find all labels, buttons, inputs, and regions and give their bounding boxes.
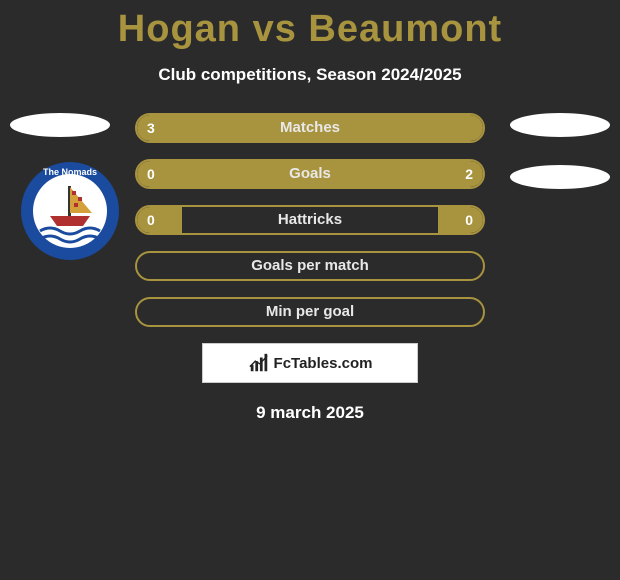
stat-label: Matches xyxy=(137,115,483,141)
stat-label: Hattricks xyxy=(137,207,483,233)
stat-bars: 3Matches 02Goals 00Hattricks Goals per matc… xyxy=(135,113,485,327)
footer-brand-text: FcTables.com xyxy=(274,355,373,372)
subtitle: Club competitions, Season 2024/2025 xyxy=(0,65,620,85)
left-player-badge xyxy=(10,113,110,137)
stat-row: 3Matches xyxy=(135,113,485,143)
crest-icon: The Nomads xyxy=(20,161,120,261)
crest-text: The Nomads xyxy=(43,167,97,177)
date-label: 9 march 2025 xyxy=(0,403,620,423)
page-title: Hogan vs Beaumont xyxy=(0,0,620,51)
club-crest: The Nomads xyxy=(20,161,120,261)
right-player-badge-2 xyxy=(510,165,610,189)
stat-row: 00Hattricks xyxy=(135,205,485,235)
stat-row: 02Goals xyxy=(135,159,485,189)
right-player-badge-1 xyxy=(510,113,610,137)
stat-label: Min per goal xyxy=(137,299,483,325)
stat-row: Min per goal xyxy=(135,297,485,327)
chart-icon xyxy=(248,352,270,374)
stat-row: Goals per match xyxy=(135,251,485,281)
stat-label: Goals xyxy=(137,161,483,187)
stat-label: Goals per match xyxy=(137,253,483,279)
stats-area: The Nomads 3Matches 02Goals 00Hattricks Goa… xyxy=(0,113,620,327)
footer-attribution[interactable]: FcTables.com xyxy=(202,343,418,383)
